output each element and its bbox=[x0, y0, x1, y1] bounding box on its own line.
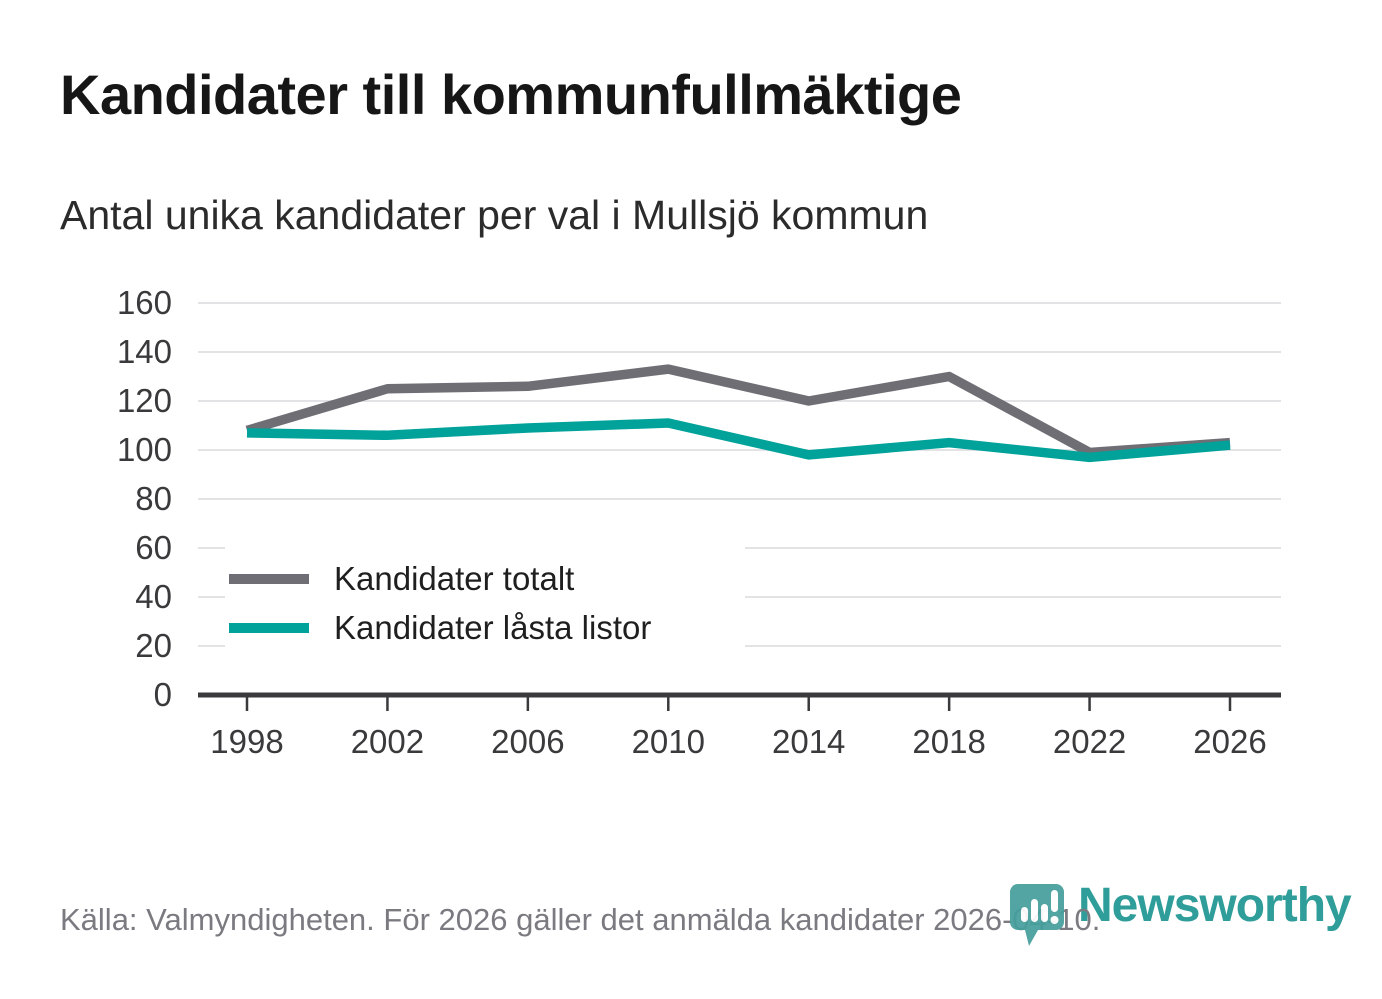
legend-label: Kandidater låsta listor bbox=[334, 609, 652, 646]
chart-title: Kandidater till kommunfullmäktige bbox=[60, 63, 962, 126]
x-tick-label: 2014 bbox=[772, 723, 845, 760]
x-tick-label: 2010 bbox=[632, 723, 705, 760]
x-tick-label: 2022 bbox=[1053, 723, 1126, 760]
legend-label: Kandidater totalt bbox=[334, 560, 575, 597]
legend-swatch-gray-line bbox=[229, 573, 309, 584]
legend-item-kandidater-lasta-listor: Kandidater låsta listor bbox=[225, 611, 745, 644]
legend-item-kandidater-totalt: Kandidater totalt bbox=[225, 562, 745, 595]
y-tick-label: 100 bbox=[117, 431, 172, 468]
series-line-kandidater-l-sta-listor bbox=[246, 418, 1231, 463]
newsworthy-bubble-bars-icon bbox=[1010, 884, 1064, 946]
x-tick-label: 2002 bbox=[351, 723, 424, 760]
y-tick-label: 20 bbox=[135, 627, 172, 664]
y-tick-label: 140 bbox=[117, 333, 172, 370]
chart-legend: Kandidater totalt Kandidater låsta listo… bbox=[225, 546, 745, 660]
legend-swatch-teal-line bbox=[229, 622, 309, 633]
y-tick-label: 60 bbox=[135, 529, 172, 566]
chart-subtitle: Antal unika kandidater per val i Mullsjö… bbox=[60, 192, 929, 238]
x-tick-label: 1998 bbox=[210, 723, 283, 760]
x-tick-label: 2018 bbox=[912, 723, 985, 760]
y-tick-label: 160 bbox=[117, 284, 172, 321]
newsworthy-wordmark: Newsworthy bbox=[1078, 879, 1352, 932]
y-tick-label: 80 bbox=[135, 480, 172, 517]
y-tick-label: 0 bbox=[154, 676, 172, 713]
x-tick-label: 2026 bbox=[1193, 723, 1266, 760]
x-tick-label: 2006 bbox=[491, 723, 564, 760]
source-note: Källa: Valmyndigheten. För 2026 gäller d… bbox=[60, 902, 1101, 937]
y-tick-label: 120 bbox=[117, 382, 172, 419]
y-tick-label: 40 bbox=[135, 578, 172, 615]
series-line-kandidater-totalt bbox=[245, 364, 1231, 458]
